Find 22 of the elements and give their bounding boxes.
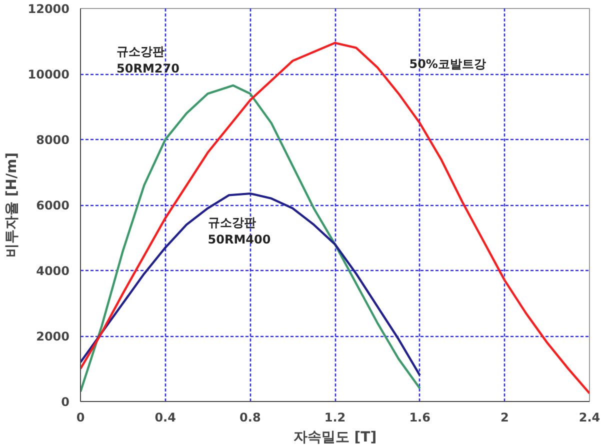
x-tick-label: 1.2 bbox=[324, 410, 346, 424]
x-tick-label: 0 bbox=[76, 410, 85, 424]
y-tick-label: 0 bbox=[61, 395, 70, 409]
text: 규소강판 50RM270 bbox=[116, 44, 180, 76]
x-tick-label: 2 bbox=[500, 410, 509, 424]
y-tick-label: 4000 bbox=[36, 264, 70, 278]
line-series bbox=[80, 42, 590, 394]
x-tick-label: 0.4 bbox=[154, 410, 176, 424]
line-series bbox=[80, 192, 421, 376]
series-label: 50%코발트강 bbox=[409, 56, 486, 71]
series-label: 규소강판 50RM400 bbox=[208, 216, 271, 246]
x-tick-label: 1.6 bbox=[409, 410, 430, 424]
y-tick-label: 8000 bbox=[36, 133, 70, 147]
line-series bbox=[80, 84, 421, 393]
y-tick-label: 6000 bbox=[36, 198, 70, 212]
y-axis-title: 비투자율 [H/m] bbox=[4, 152, 20, 258]
y-tick-label: 2000 bbox=[36, 330, 70, 344]
x-tick-label: 2.4 bbox=[578, 410, 600, 424]
x-axis-title: 자속밀도 [T] bbox=[293, 430, 377, 446]
y-tick-label: 12000 bbox=[28, 2, 70, 16]
x-tick-label: 0.8 bbox=[240, 410, 261, 424]
y-tick-label: 10000 bbox=[28, 68, 70, 82]
